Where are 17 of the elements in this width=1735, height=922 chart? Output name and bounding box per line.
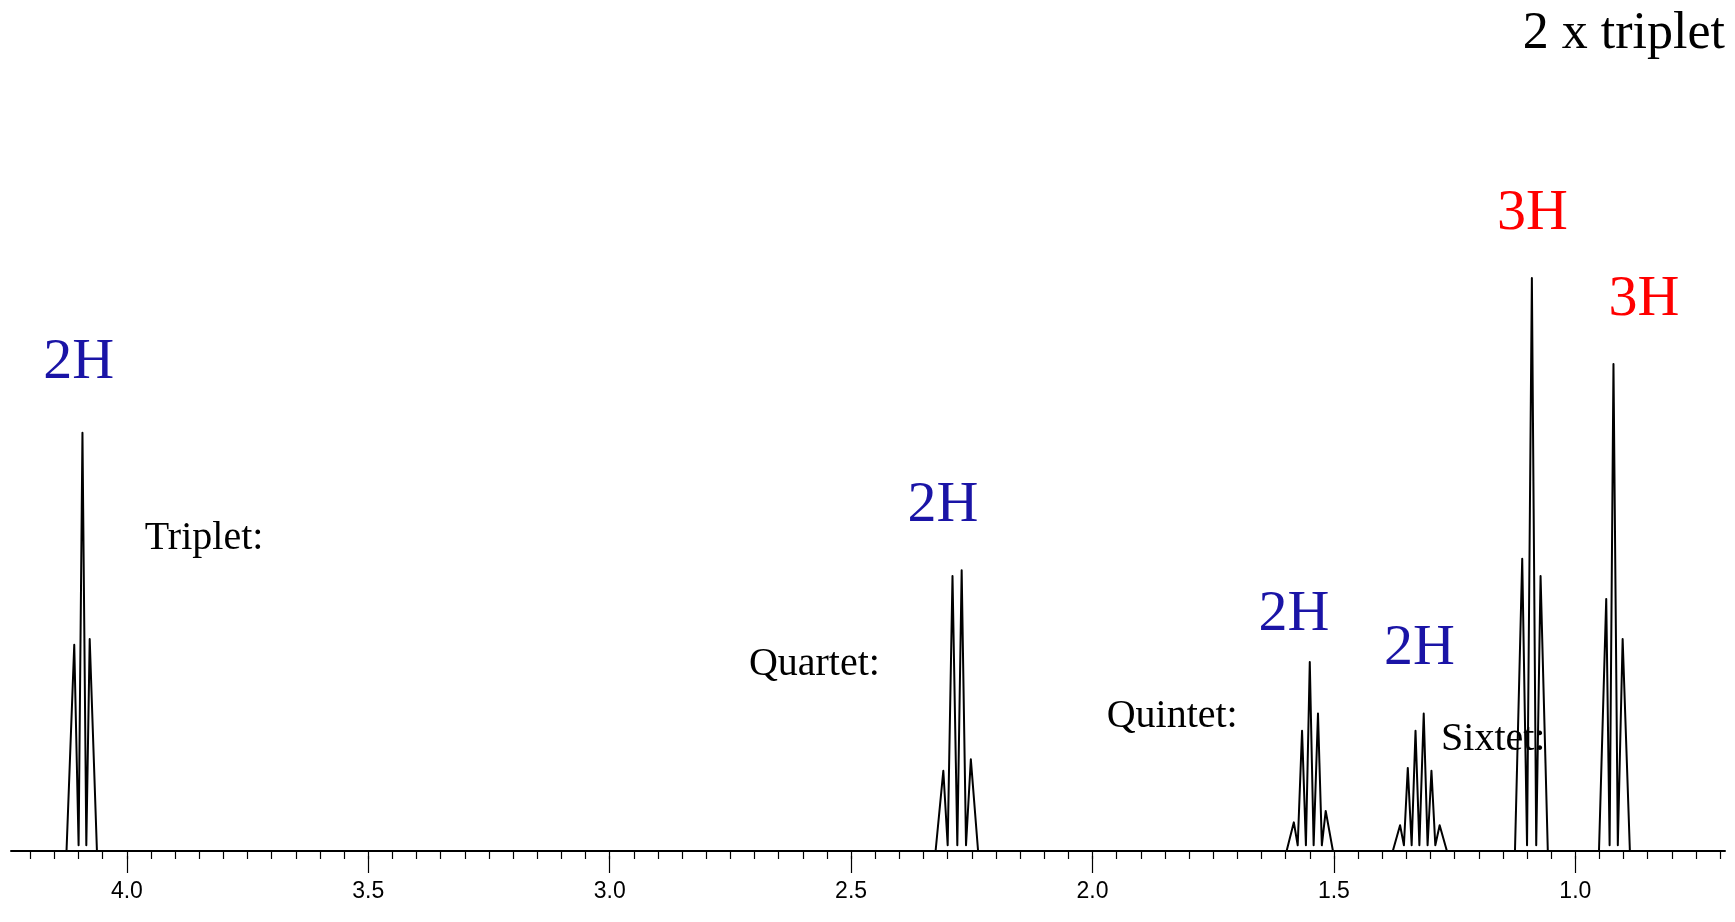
annotation: 3H	[1608, 262, 1680, 328]
x-tick-label: 3.5	[352, 876, 385, 903]
text: 2 x triplet	[1522, 1, 1726, 59]
x-tick-label: 3.0	[593, 876, 626, 903]
annotation: 2H	[1383, 612, 1455, 678]
annotation: Triplet:	[144, 513, 264, 559]
annotation: Quintet:	[1106, 690, 1238, 736]
annotation: Quartet:	[748, 639, 880, 685]
annotation: 2H	[43, 325, 115, 391]
x-tick-label: 2.5	[835, 876, 868, 903]
x-tick-label: 2.0	[1076, 876, 1109, 903]
annotation: 2H	[907, 468, 979, 534]
x-tick-label: 1.5	[1317, 876, 1350, 903]
text: 3H	[1496, 176, 1568, 242]
x-tick-label: 4.0	[110, 876, 143, 903]
x-tick-label: 1.0	[1559, 876, 1592, 903]
annotation: 2H	[1258, 577, 1330, 643]
